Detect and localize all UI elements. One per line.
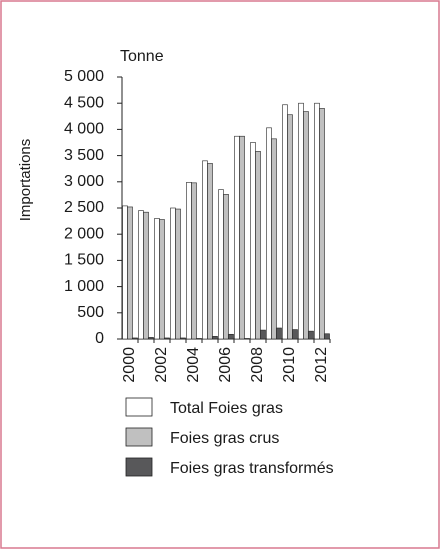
bar — [212, 336, 218, 340]
y-tick-label: 500 — [77, 304, 104, 321]
bar — [132, 337, 138, 340]
bar — [324, 333, 330, 340]
y-tick-label: 4 500 — [64, 94, 104, 111]
bar — [202, 160, 208, 340]
x-tick-label: 2012 — [313, 347, 330, 383]
y-tick-label: 4 000 — [64, 121, 104, 138]
legend-swatch — [125, 427, 153, 447]
legend-swatch — [125, 457, 153, 477]
legend-label: Total Foies gras — [170, 400, 283, 417]
bar — [218, 189, 224, 340]
bar — [244, 338, 250, 340]
x-tick-label: 2008 — [249, 347, 266, 383]
y-tick-label: 2 000 — [64, 225, 104, 242]
legend-label: Foies gras transformés — [170, 460, 334, 477]
bar — [154, 218, 160, 340]
y-tick-label: 3 000 — [64, 173, 104, 190]
x-tick-label: 2000 — [121, 347, 138, 383]
bar — [292, 329, 298, 340]
y-tick-label: 5 000 — [64, 68, 104, 85]
y-tick-label: 2 500 — [64, 199, 104, 216]
bar — [319, 108, 325, 340]
bar — [159, 219, 165, 340]
bar — [191, 182, 197, 340]
bar — [143, 211, 149, 340]
bar — [266, 127, 272, 340]
bar — [122, 205, 128, 340]
bar — [276, 327, 282, 340]
bar — [298, 102, 304, 340]
bar — [255, 151, 261, 340]
y-tick-label: 3 500 — [64, 147, 104, 164]
bar — [308, 330, 314, 340]
legend-swatch — [125, 397, 153, 417]
bar — [148, 337, 154, 340]
bar — [164, 337, 170, 340]
y-tick-label: 1 000 — [64, 278, 104, 295]
x-tick-label: 2010 — [281, 347, 298, 383]
bar — [175, 208, 181, 340]
bar — [234, 135, 240, 340]
bar — [314, 102, 320, 340]
bar — [186, 182, 192, 340]
bar — [228, 333, 234, 340]
bar — [138, 210, 144, 340]
bar — [239, 135, 245, 340]
x-tick-label: 2004 — [185, 347, 202, 383]
y-tick-label: 1 500 — [64, 252, 104, 269]
bar — [282, 104, 288, 340]
bar — [303, 111, 309, 340]
bar — [127, 206, 133, 340]
y-axis-title: Importations — [17, 139, 34, 222]
bar — [207, 163, 213, 340]
x-tick-label: 2002 — [153, 347, 170, 383]
y-unit-label: Tonne — [120, 48, 164, 65]
bar — [170, 207, 176, 340]
bar — [180, 337, 186, 340]
bar — [223, 194, 229, 340]
bar — [271, 138, 277, 340]
x-tick-label: 2006 — [217, 347, 234, 383]
bar — [260, 329, 266, 340]
bar — [287, 114, 293, 340]
y-tick-label: 0 — [95, 330, 104, 347]
bar — [250, 142, 256, 340]
bar — [196, 338, 202, 340]
legend-label: Foies gras crus — [170, 430, 279, 447]
